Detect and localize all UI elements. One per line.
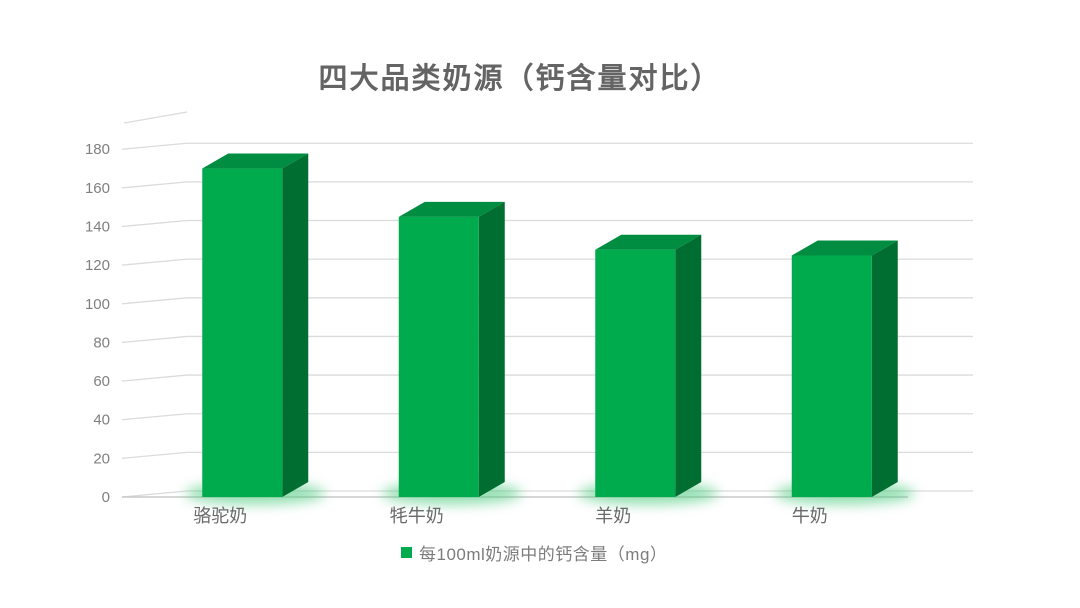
gridline-diagonal — [121, 297, 188, 305]
x-category-label: 骆驼奶 — [193, 506, 247, 526]
gridline-diagonal — [121, 413, 188, 421]
x-category-label: 牛奶 — [792, 506, 828, 526]
y-tick-label: 20 — [93, 450, 110, 467]
y-tick-label: 60 — [93, 373, 110, 390]
gridline-diagonal — [121, 490, 188, 498]
chart-title: 四大品类奶源（钙含量对比） — [318, 63, 722, 95]
bar-3 — [791, 240, 898, 497]
y-tick-label: 120 — [85, 257, 110, 274]
bar-front-face — [202, 168, 283, 497]
bar-side-face — [282, 153, 309, 497]
bar-side-face — [478, 201, 505, 498]
bar-top-face — [398, 201, 505, 217]
bar-top-face — [202, 153, 309, 169]
x-category-label: 牦牛奶 — [390, 506, 444, 526]
bar-top-face — [791, 240, 898, 256]
gridline-diagonal — [121, 142, 188, 150]
gridline-diagonal — [121, 451, 188, 460]
y-tick-label: 140 — [85, 219, 110, 236]
y-tick-label: 0 — [102, 489, 110, 506]
gridline-diagonal — [121, 335, 188, 344]
bar-front-face — [398, 216, 479, 498]
bar-side-face — [675, 234, 702, 498]
legend-square-icon — [401, 547, 412, 558]
bar-1 — [398, 201, 505, 498]
bar-top-face — [595, 234, 702, 250]
y-tick-label: 80 — [93, 334, 110, 351]
gridline-diagonal — [121, 374, 188, 382]
bar-side-face — [871, 240, 898, 497]
gridline-diagonal — [121, 219, 188, 228]
gridline-diagonal — [121, 181, 188, 189]
bar-front-face — [595, 249, 676, 497]
wall-top-edge — [123, 111, 188, 124]
x-category-label: 羊奶 — [595, 506, 631, 526]
y-tick-label: 180 — [85, 141, 110, 158]
bar-0 — [202, 153, 309, 497]
gridline-diagonal — [121, 258, 188, 266]
y-tick-label: 100 — [85, 296, 110, 313]
bar-front-face — [791, 255, 872, 497]
legend: 每100ml奶源中的钙含量（mg） — [401, 540, 667, 565]
legend-label: 每100ml奶源中的钙含量（mg） — [419, 545, 668, 564]
y-tick-label: 160 — [85, 180, 110, 197]
y-tick-label: 40 — [93, 412, 110, 429]
bar-2 — [595, 234, 702, 498]
